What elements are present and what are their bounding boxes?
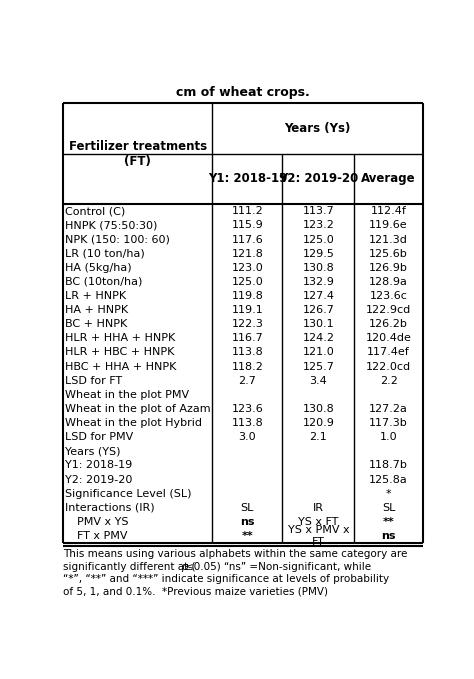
Text: IR: IR bbox=[313, 502, 324, 513]
Text: BC + HNPK: BC + HNPK bbox=[65, 319, 128, 329]
Text: Y2: 2019-20: Y2: 2019-20 bbox=[279, 172, 358, 185]
Text: 119.1: 119.1 bbox=[231, 305, 263, 315]
Text: **: ** bbox=[242, 531, 253, 541]
Text: HNPK (75:50:30): HNPK (75:50:30) bbox=[65, 221, 158, 230]
Text: Fertilizer treatments
(FT): Fertilizer treatments (FT) bbox=[69, 140, 207, 168]
Text: HLR + HHA + HNPK: HLR + HHA + HNPK bbox=[65, 333, 176, 344]
Text: LSD for FT: LSD for FT bbox=[65, 375, 123, 386]
Text: HA (5kg/ha): HA (5kg/ha) bbox=[65, 263, 132, 273]
Text: 129.5: 129.5 bbox=[302, 249, 334, 259]
Text: 117.3b: 117.3b bbox=[369, 418, 408, 428]
Text: 3.4: 3.4 bbox=[310, 375, 328, 386]
Text: 126.2b: 126.2b bbox=[369, 319, 408, 329]
Text: LSD for PMV: LSD for PMV bbox=[65, 432, 134, 442]
Text: **: ** bbox=[383, 517, 394, 527]
Text: 123.0: 123.0 bbox=[231, 263, 263, 273]
Text: 2.2: 2.2 bbox=[380, 375, 398, 386]
Text: Wheat in the plot Hybrid: Wheat in the plot Hybrid bbox=[65, 418, 202, 428]
Text: Interactions (IR): Interactions (IR) bbox=[65, 502, 155, 513]
Text: PMV x YS: PMV x YS bbox=[77, 517, 128, 527]
Text: 130.1: 130.1 bbox=[302, 319, 334, 329]
Text: 132.9: 132.9 bbox=[302, 277, 334, 287]
Text: 115.9: 115.9 bbox=[231, 221, 263, 230]
Text: 117.6: 117.6 bbox=[231, 234, 263, 244]
Text: 128.9a: 128.9a bbox=[369, 277, 408, 287]
Text: 113.8: 113.8 bbox=[231, 348, 263, 357]
Text: Y1: 2018-19: Y1: 2018-19 bbox=[208, 172, 287, 185]
Text: 125.0: 125.0 bbox=[231, 277, 263, 287]
Text: 123.6: 123.6 bbox=[231, 404, 263, 414]
Text: Years (Ys): Years (Ys) bbox=[284, 122, 351, 135]
Text: 113.7: 113.7 bbox=[302, 206, 334, 217]
Text: 113.8: 113.8 bbox=[231, 418, 263, 428]
Text: Wheat in the plot PMV: Wheat in the plot PMV bbox=[65, 390, 190, 400]
Text: 130.8: 130.8 bbox=[302, 404, 334, 414]
Text: 125.7: 125.7 bbox=[302, 362, 334, 371]
Text: 124.2: 124.2 bbox=[302, 333, 335, 344]
Text: YS x FT: YS x FT bbox=[298, 517, 338, 527]
Text: YS x PMV x
FT: YS x PMV x FT bbox=[288, 525, 349, 547]
Text: 119.6e: 119.6e bbox=[369, 221, 408, 230]
Text: BC (10ton/ha): BC (10ton/ha) bbox=[65, 277, 143, 287]
Text: ≤0.05) “ns” =Non-significant, while: ≤0.05) “ns” =Non-significant, while bbox=[185, 562, 371, 572]
Text: ns: ns bbox=[240, 517, 255, 527]
Text: 126.7: 126.7 bbox=[302, 305, 334, 315]
Text: 130.8: 130.8 bbox=[302, 263, 334, 273]
Text: significantly different at (: significantly different at ( bbox=[63, 562, 196, 572]
Text: 127.2a: 127.2a bbox=[369, 404, 408, 414]
Text: 125.6b: 125.6b bbox=[369, 249, 408, 259]
Text: cm of wheat crops.: cm of wheat crops. bbox=[176, 86, 310, 99]
Text: *: * bbox=[386, 489, 392, 498]
Text: 120.9: 120.9 bbox=[302, 418, 334, 428]
Text: 122.9cd: 122.9cd bbox=[366, 305, 411, 315]
Text: 3.0: 3.0 bbox=[238, 432, 256, 442]
Text: p: p bbox=[181, 562, 187, 572]
Text: SL: SL bbox=[241, 502, 254, 513]
Text: 116.7: 116.7 bbox=[231, 333, 263, 344]
Text: Years (YS): Years (YS) bbox=[65, 446, 121, 456]
Text: 121.3d: 121.3d bbox=[369, 234, 408, 244]
Text: 2.1: 2.1 bbox=[310, 432, 328, 442]
Text: ns: ns bbox=[381, 531, 396, 541]
Text: “*”, “**” and “***” indicate significance at levels of probability: “*”, “**” and “***” indicate significanc… bbox=[63, 574, 389, 584]
Text: 1.0: 1.0 bbox=[380, 432, 397, 442]
Text: of 5, 1, and 0.1%.  *Previous maize varieties (PMV): of 5, 1, and 0.1%. *Previous maize varie… bbox=[63, 587, 328, 596]
Text: 118.7b: 118.7b bbox=[369, 460, 408, 471]
Text: Y1: 2018-19: Y1: 2018-19 bbox=[65, 460, 133, 471]
Text: LR + HNPK: LR + HNPK bbox=[65, 291, 127, 301]
Text: Significance Level (SL): Significance Level (SL) bbox=[65, 489, 192, 498]
Text: 112.4f: 112.4f bbox=[371, 206, 407, 217]
Text: 120.4de: 120.4de bbox=[365, 333, 411, 344]
Text: 123.2: 123.2 bbox=[302, 221, 334, 230]
Text: NPK (150: 100: 60): NPK (150: 100: 60) bbox=[65, 234, 170, 244]
Text: 126.9b: 126.9b bbox=[369, 263, 408, 273]
Text: FT x PMV: FT x PMV bbox=[77, 531, 128, 541]
Text: 127.4: 127.4 bbox=[302, 291, 335, 301]
Text: HA + HNPK: HA + HNPK bbox=[65, 305, 128, 315]
Text: This means using various alphabets within the same category are: This means using various alphabets withi… bbox=[63, 549, 408, 559]
Text: Average: Average bbox=[361, 172, 416, 185]
Text: LR (10 ton/ha): LR (10 ton/ha) bbox=[65, 249, 145, 259]
Text: Y2: 2019-20: Y2: 2019-20 bbox=[65, 475, 133, 485]
Text: SL: SL bbox=[382, 502, 395, 513]
Text: 123.6c: 123.6c bbox=[370, 291, 408, 301]
Text: HLR + HBC + HNPK: HLR + HBC + HNPK bbox=[65, 348, 175, 357]
Text: 121.0: 121.0 bbox=[302, 348, 334, 357]
Text: Control (C): Control (C) bbox=[65, 206, 126, 217]
Text: Wheat in the plot of Azam: Wheat in the plot of Azam bbox=[65, 404, 211, 414]
Text: 122.0cd: 122.0cd bbox=[366, 362, 411, 371]
Text: 125.0: 125.0 bbox=[302, 234, 334, 244]
Text: 121.8: 121.8 bbox=[231, 249, 264, 259]
Text: 122.3: 122.3 bbox=[231, 319, 264, 329]
Text: HBC + HHA + HNPK: HBC + HHA + HNPK bbox=[65, 362, 177, 371]
Text: 117.4ef: 117.4ef bbox=[367, 348, 410, 357]
Text: 119.8: 119.8 bbox=[231, 291, 264, 301]
Text: 2.7: 2.7 bbox=[238, 375, 256, 386]
Text: 111.2: 111.2 bbox=[231, 206, 263, 217]
Text: 118.2: 118.2 bbox=[231, 362, 264, 371]
Text: 125.8a: 125.8a bbox=[369, 475, 408, 485]
